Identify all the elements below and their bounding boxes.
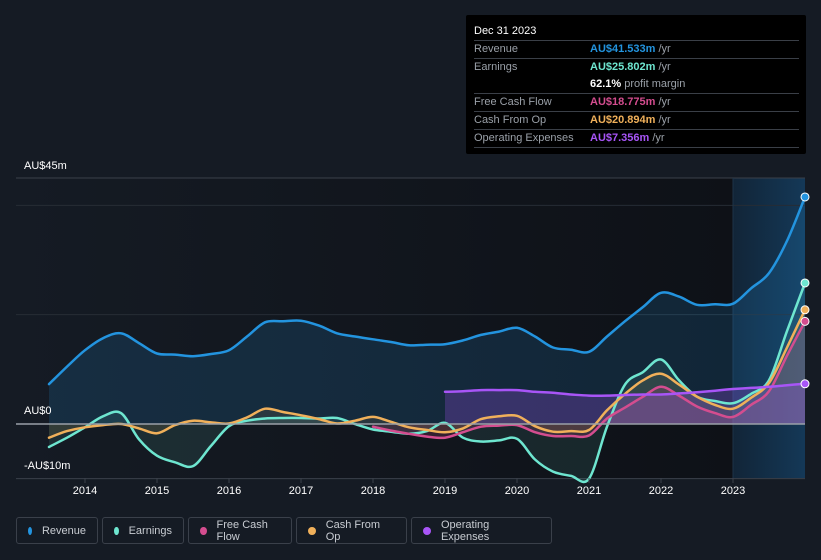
earnings-area bbox=[49, 283, 805, 482]
operating-expenses-endpoint-marker bbox=[800, 379, 810, 389]
x-tick-label: 2023 bbox=[720, 485, 746, 497]
legend-label: Cash From Op bbox=[325, 518, 381, 543]
tooltip-unit: /yr bbox=[658, 114, 671, 126]
y-tick-label-zero: AU$0 bbox=[24, 405, 52, 417]
free-cash-flow-dot-icon bbox=[200, 526, 207, 535]
cash-from-op-endpoint-marker bbox=[800, 305, 810, 315]
x-tick-label: 2020 bbox=[504, 485, 530, 497]
tooltip-value: 62.1% bbox=[590, 78, 622, 90]
tooltip-unit: /yr bbox=[652, 132, 665, 144]
y-tick-label-bottom: -AU$10m bbox=[24, 460, 71, 472]
legend-label: Operating Expenses bbox=[440, 518, 490, 543]
chart-plot-area bbox=[16, 177, 810, 484]
tooltip-label: Earnings bbox=[474, 61, 518, 73]
tooltip-value: AU$41.533m bbox=[590, 43, 656, 55]
legend-item-free-cash-flow[interactable]: Free Cash Flow bbox=[188, 517, 292, 544]
tooltip-value: AU$25.802m bbox=[590, 61, 656, 73]
x-tick-label: 2015 bbox=[144, 485, 170, 497]
x-tick-label: 2014 bbox=[72, 485, 98, 497]
chart-legend: Revenue Earnings Free Cash Flow Cash Fro… bbox=[16, 517, 552, 544]
tooltip-value: AU$18.775m bbox=[590, 96, 656, 108]
tooltip-label: Free Cash Flow bbox=[474, 96, 552, 108]
tooltip-label: Revenue bbox=[474, 43, 519, 55]
x-tick-label: 2018 bbox=[360, 485, 386, 497]
tooltip-row-cash-from-op: Cash From Op AU$20.894m /yr bbox=[474, 112, 799, 130]
tooltip-row-profit-margin: 62.1% profit margin bbox=[474, 76, 799, 94]
tooltip-value: AU$7.356m bbox=[590, 132, 650, 144]
operating-expenses-line bbox=[443, 382, 807, 397]
free-cash-flow-area bbox=[373, 321, 805, 438]
y-tick-label-top: AU$45m bbox=[24, 160, 67, 172]
tooltip-unit: /yr bbox=[658, 61, 671, 73]
revenue-endpoint-marker bbox=[800, 192, 810, 202]
legend-label: Earnings bbox=[128, 524, 172, 537]
tooltip-date: Dec 31 2023 bbox=[474, 23, 799, 41]
legend-item-operating-expenses[interactable]: Operating Expenses bbox=[411, 517, 552, 544]
tooltip-label bbox=[474, 76, 590, 93]
cash-from-op-dot-icon bbox=[308, 526, 316, 535]
tooltip-unit: profit margin bbox=[624, 78, 686, 90]
legend-label: Revenue bbox=[41, 524, 86, 537]
x-tick-label: 2017 bbox=[288, 485, 314, 497]
tooltip-unit: /yr bbox=[658, 43, 671, 55]
cash-from-op-line bbox=[47, 308, 807, 439]
free-cash-flow-endpoint-marker bbox=[800, 316, 810, 326]
revenue-area bbox=[49, 197, 805, 424]
legend-item-earnings[interactable]: Earnings bbox=[102, 517, 184, 544]
x-tick-label: 2016 bbox=[216, 485, 242, 497]
free-cash-flow-line bbox=[371, 320, 807, 440]
x-tick-label: 2021 bbox=[576, 485, 602, 497]
tooltip-unit: /yr bbox=[658, 96, 671, 108]
tooltip-row-revenue: Revenue AU$41.533m /yr bbox=[474, 41, 799, 59]
earnings-dot-icon bbox=[114, 526, 119, 535]
tooltip-label: Cash From Op bbox=[474, 114, 547, 126]
tooltip-row-free-cash-flow: Free Cash Flow AU$18.775m /yr bbox=[474, 94, 799, 112]
revenue-dot-icon bbox=[28, 526, 32, 535]
revenue-line bbox=[47, 195, 807, 386]
x-tick-label: 2019 bbox=[432, 485, 458, 497]
x-tick-label: 2022 bbox=[648, 485, 674, 497]
operating-expenses-dot-icon bbox=[423, 526, 431, 535]
tooltip-panel: Dec 31 2023 Revenue AU$41.533m /yr Earni… bbox=[466, 15, 806, 154]
legend-label: Free Cash Flow bbox=[216, 518, 268, 543]
earnings-endpoint-marker bbox=[800, 278, 810, 288]
tooltip-row-operating-expenses: Operating Expenses AU$7.356m /yr bbox=[474, 130, 799, 148]
legend-item-cash-from-op[interactable]: Cash From Op bbox=[296, 517, 407, 544]
tooltip-label: Operating Expenses bbox=[474, 132, 574, 144]
tooltip-value: AU$20.894m bbox=[590, 114, 656, 126]
tooltip-row-earnings: Earnings AU$25.802m /yr bbox=[474, 59, 799, 76]
legend-item-revenue[interactable]: Revenue bbox=[16, 517, 98, 544]
